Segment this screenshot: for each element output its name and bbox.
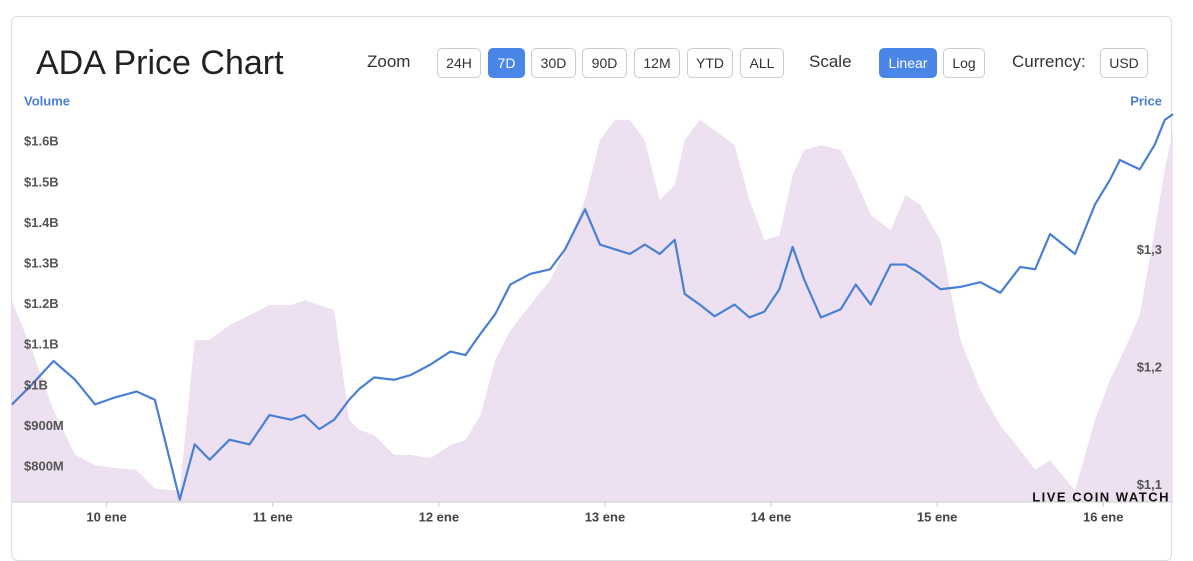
x-tick-label: 13 ene — [585, 509, 625, 524]
y-tick-label: $1.4B — [24, 215, 59, 230]
x-tick-label: 16 ene — [1083, 509, 1123, 524]
y-tick-label: $900M — [24, 418, 64, 433]
chart-title: ADA Price Chart — [36, 44, 284, 82]
y-tick-label: $1.1B — [24, 337, 59, 352]
y2-tick-label: $1,3 — [1137, 242, 1162, 257]
zoom-button[interactable]: 90D — [582, 48, 627, 78]
zoom-button[interactable]: 30D — [531, 48, 576, 78]
x-tick-label: 10 ene — [86, 509, 126, 524]
y-tick-label: $1B — [24, 377, 48, 392]
y-tick-label: $1.3B — [24, 255, 59, 270]
scale-button[interactable]: Log — [943, 48, 985, 78]
zoom-button[interactable]: YTD — [687, 48, 733, 78]
price-line — [11, 113, 1174, 501]
scale-label: Scale — [809, 52, 852, 71]
y-tick-label: $1.2B — [24, 296, 59, 311]
y2-axis-title: Price — [1130, 93, 1162, 108]
y-tick-label: $1.5B — [24, 174, 59, 189]
x-tick-label: 14 ene — [751, 509, 791, 524]
zoom-button[interactable]: ALL — [740, 48, 784, 78]
y-tick-label: $1.6B — [24, 134, 59, 149]
y2-tick-label: $1,1 — [1137, 477, 1162, 492]
watermark: LIVE COIN WATCH — [1032, 489, 1170, 504]
scale-button[interactable]: Linear — [879, 48, 937, 78]
zoom-button[interactable]: 12M — [634, 48, 680, 78]
zoom-button[interactable]: 24H — [437, 48, 481, 78]
zoom-label: Zoom — [367, 52, 411, 71]
y-axis-title: Volume — [24, 93, 70, 108]
volume-area — [12, 119, 1173, 502]
y-tick-label: $800M — [24, 459, 64, 474]
x-tick-label: 12 ene — [419, 509, 459, 524]
y2-tick-label: $1,2 — [1137, 359, 1162, 374]
zoom-button[interactable]: 7D — [488, 48, 525, 78]
currency-button[interactable]: USD — [1100, 48, 1148, 78]
x-tick-label: 11 ene — [253, 509, 293, 524]
x-tick-label: 15 ene — [917, 509, 957, 524]
currency-label: Currency: — [1012, 52, 1086, 71]
